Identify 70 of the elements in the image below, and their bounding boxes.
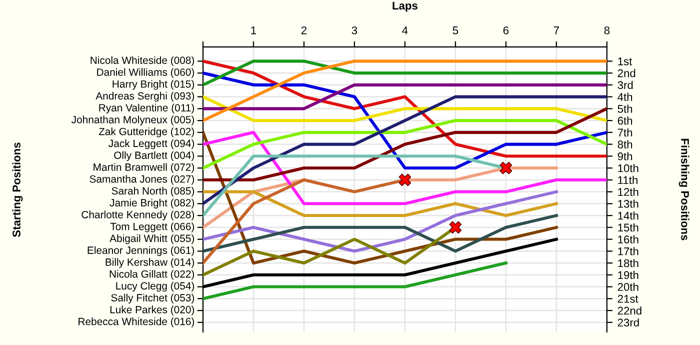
- y-tick-label: 15th: [618, 223, 638, 232]
- y-tick-label: 10th: [618, 164, 638, 172]
- x-tick-label: 8: [604, 26, 610, 34]
- y-tick-label: 19th: [618, 270, 638, 280]
- text: Ryan Valentine (011): [99, 104, 194, 114]
- y-tick-label: 13th: [618, 200, 638, 208]
- text: Tom Leggett (066): [110, 222, 194, 232]
- y-tick-label: 22nd: [618, 306, 642, 315]
- text: Sally Fitchet (053): [111, 294, 194, 304]
- text: Rebecca Whiteside (016): [78, 318, 194, 328]
- y-tick-label: 6th: [618, 116, 632, 125]
- y-tick-label: 8th: [618, 140, 632, 148]
- y-tick-label: 7th: [618, 128, 632, 137]
- text: Charlotte Kennedy (028): [82, 210, 194, 220]
- text: Nicola Whiteside (008): [90, 56, 194, 66]
- y-tick-label: 14th: [618, 212, 638, 220]
- text: Olly Bartlett (004): [114, 151, 194, 162]
- x-tick-label: 1: [251, 26, 256, 34]
- text: Zak Gutteridge (102): [98, 128, 194, 138]
- line-series: [203, 214, 558, 253]
- line-series: [203, 190, 558, 253]
- y-tick-label: 3rd: [618, 80, 633, 90]
- y-tick-label: 5th: [618, 104, 632, 113]
- line-series: [203, 95, 607, 206]
- text: Martin Bramwell (072): [94, 163, 194, 173]
- y-tick-label: 12th: [618, 188, 638, 196]
- x-tick-label: 6: [503, 26, 509, 34]
- line-series: [203, 119, 607, 170]
- text: Luke Parkes (020): [110, 306, 194, 316]
- text: Eleanor Jennings (061): [88, 246, 194, 256]
- line-series: [203, 60, 607, 122]
- text: Jack Leggett (094): [108, 139, 194, 150]
- line-series: [203, 261, 508, 300]
- text: Harry Bright (015): [112, 80, 194, 90]
- x-tick-label: 4: [402, 26, 408, 34]
- x-axis-title: Laps: [392, 2, 418, 12]
- y-tick-label: 4th: [618, 92, 632, 101]
- text: Abigail Whitt (055): [110, 234, 194, 244]
- y-tick-label: 21st: [618, 294, 638, 303]
- y-tick-label: 2nd: [618, 69, 636, 78]
- y-tick-label: 11th: [618, 176, 638, 184]
- text: Daniel Williams (060): [97, 68, 194, 78]
- text: Billy Kershaw (014): [106, 258, 194, 268]
- x-tick-label: 3: [352, 26, 358, 34]
- y-tick-label: 20th: [618, 282, 638, 291]
- line-series: [203, 72, 607, 170]
- line-series: [203, 107, 607, 182]
- text: Sarah North (085): [112, 186, 194, 197]
- text: Samantha Jones (027): [90, 175, 194, 185]
- line-series: [203, 130, 607, 206]
- x-tick-label: 2: [301, 26, 307, 34]
- text: Andreas Serghi (093): [96, 92, 194, 102]
- x-tick-label: 5: [452, 26, 458, 34]
- y-tick-label: 9th: [618, 152, 632, 160]
- y-tick-label: 1st: [618, 58, 632, 66]
- y-tick-label: 18th: [618, 258, 638, 268]
- text: Johnathan Molyneux (005): [72, 116, 194, 126]
- y-axis-title: Finishing Positions: [678, 138, 690, 240]
- y-tick-label: 16th: [618, 235, 638, 244]
- line-series: [203, 60, 607, 158]
- text: Nicola Gillatt (022): [110, 270, 194, 280]
- point: [398, 174, 412, 186]
- text: Starting Positions: [12, 142, 23, 237]
- point: [500, 162, 512, 174]
- y-tick-label: 23rd: [618, 318, 639, 327]
- text: Lucy Clegg (054): [116, 282, 194, 292]
- x-tick-label: 7: [554, 26, 559, 34]
- point: [449, 221, 462, 234]
- text: Jamie Bright (082): [110, 198, 194, 209]
- y-tick-label: 17th: [618, 247, 638, 256]
